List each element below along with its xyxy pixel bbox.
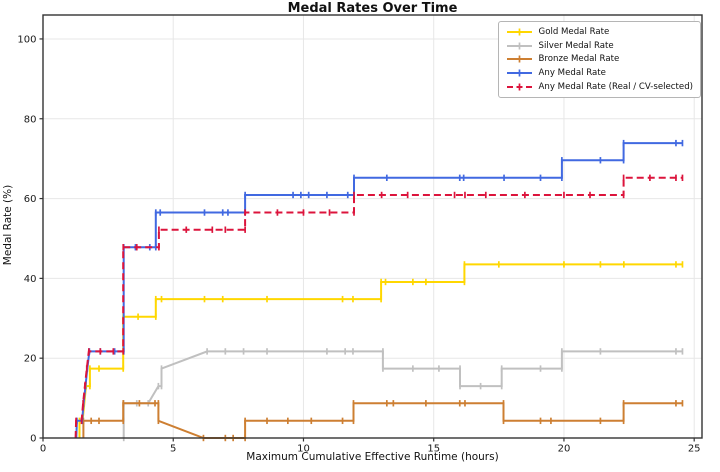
plot-border (42, 14, 703, 439)
legend-line-swatch-silver-medal-rate (506, 42, 532, 50)
x-tick-label: 10 (297, 444, 310, 455)
legend: Gold Medal Rate Silver Medal Rate Bronze M… (497, 21, 701, 98)
y-tick-label: 40 (24, 274, 37, 285)
legend-entry-silver-medal-rate: Silver Medal Rate (506, 40, 693, 53)
y-tick-label: 100 (17, 34, 36, 45)
legend-line-swatch-any-medal-rate (506, 69, 532, 77)
legend-line-swatch-any-medal-rate-real-cv-selected (506, 83, 532, 91)
series-line-any-medal-rate (75, 142, 683, 439)
x-axis-label: Maximum Cumulative Effective Runtime (ho… (246, 451, 499, 463)
x-tick-label: 15 (427, 444, 440, 455)
series-line-silver-medal-rate (122, 350, 683, 438)
legend-label: Silver Medal Rate (538, 40, 614, 51)
legend-label: Any Medal Rate (538, 68, 606, 79)
x-tick-label: 20 (558, 444, 571, 455)
legend-entry-gold-medal-rate: Gold Medal Rate (506, 26, 693, 39)
series-line-any-medal-rate-real-cv-selected (74, 176, 683, 439)
y-tick-label: 20 (24, 354, 37, 365)
y-tick-label: 60 (24, 194, 37, 205)
y-axis-label: Medal Rate (%) (2, 184, 14, 266)
x-tick-label: 5 (170, 444, 176, 455)
legend-entry-any-medal-rate: Any Medal Rate (506, 67, 693, 80)
y-tick-label: 0 (30, 434, 36, 445)
legend-label: Gold Medal Rate (538, 27, 610, 38)
legend-line-swatch-bronze-medal-rate (506, 55, 532, 63)
x-tick-label: 0 (40, 444, 46, 455)
legend-entry-any-medal-rate-real-cv-selected: Any Medal Rate (Real / CV-selected) (506, 80, 693, 93)
legend-line-swatch-gold-medal-rate (506, 28, 532, 36)
legend-entry-bronze-medal-rate: Bronze Medal Rate (506, 53, 693, 66)
legend-label: Any Medal Rate (Real / CV-selected) (538, 81, 693, 92)
x-tick-label: 25 (688, 444, 701, 455)
y-tick-label: 80 (24, 114, 37, 125)
chart-title: Medal Rates Over Time (287, 1, 458, 16)
legend-label: Bronze Medal Rate (538, 54, 620, 65)
